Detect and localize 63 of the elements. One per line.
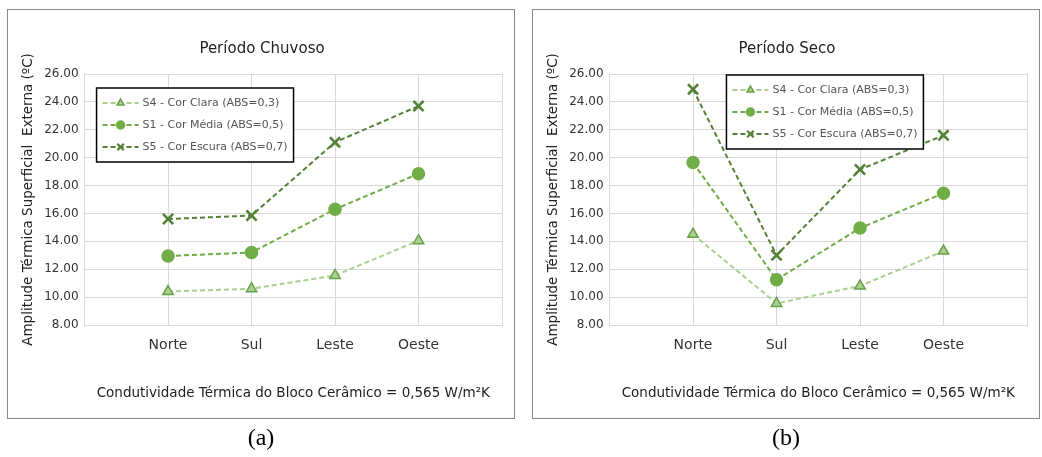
y-tick-label: 22.00 [44,121,79,136]
point [245,281,258,293]
y-tick-label: 16.00 [44,205,79,220]
chart-title: Período Chuvoso [199,38,325,57]
point [770,249,783,262]
point [329,136,342,149]
point [412,233,425,245]
y-tick-label: 22.00 [569,121,604,136]
point [770,296,783,308]
x-axis-title: Condutividade Térmica do Bloco Cerâmico = 0,565 W/m²K [96,384,492,401]
text: (a) [246,424,276,451]
legend-label: S5 - Cor Escura (ABS=0,7) [142,139,288,153]
y-tick-label: 24.00 [569,94,604,109]
y-tick-label: 26.00 [44,66,79,81]
text: (b) [771,424,801,451]
x-tick-label: Sul [240,336,263,353]
y-tick-label: 18.00 [44,177,79,192]
y-tick-label: 16.00 [569,205,604,220]
legend-label: S1 - Cor Média (ABS=0,5) [142,117,284,131]
x-tick-label: Norte [673,336,713,353]
y-axis-title: Amplitude Térmica Superficial Externa (ºC) [543,53,560,346]
point [687,227,699,239]
point [854,279,866,290]
point [328,202,342,217]
x-tick-label: Leste [841,336,879,353]
y-tick-label: 10.00 [44,289,79,304]
y-tick-label: 12.00 [569,261,604,276]
x-tick-label: Oeste [398,336,440,353]
point [687,83,700,96]
x-tick-label: Norte [148,336,188,353]
legend-label: S4 - Cor Clara (ABS=0,3) [772,82,910,96]
chart-title: Período Seco [738,38,836,57]
y-tick-label: 8.00 [576,317,604,332]
y-tick-label: 14.00 [44,233,79,248]
y-tick-label: 12.00 [44,261,79,276]
point [161,249,175,263]
point [244,245,259,260]
y-axis-title: Amplitude Térmica Superficial Externa (ºC) [18,53,35,346]
point [853,221,867,235]
y-tick-label: 20.00 [44,149,79,164]
x-tick-label: Leste [316,336,354,353]
point [412,100,425,113]
point [936,186,951,200]
x-axis-title: Condutividade Térmica do Bloco Cerâmico = 0,565 W/m²K [621,384,1017,401]
point [769,272,784,287]
x-tick-label: Sul [765,336,788,353]
x-tick-label: Oeste [923,336,965,353]
legend-label: S5 - Cor Escura (ABS=0,7) [772,126,918,140]
y-tick-label: 8.00 [51,317,79,332]
y-tick-label: 24.00 [44,94,79,109]
y-tick-label: 20.00 [569,149,604,164]
legend-label: S1 - Cor Média (ABS=0,5) [772,104,914,118]
point [162,284,174,296]
y-tick-label: 26.00 [569,66,604,81]
point [329,268,341,280]
y-tick-label: 10.00 [569,289,604,304]
point [937,244,950,255]
y-tick-label: 18.00 [569,177,604,192]
point [411,166,426,181]
y-tick-label: 14.00 [569,233,604,248]
point [854,163,867,176]
legend-label: S4 - Cor Clara (ABS=0,3) [142,95,280,109]
point [686,155,700,170]
